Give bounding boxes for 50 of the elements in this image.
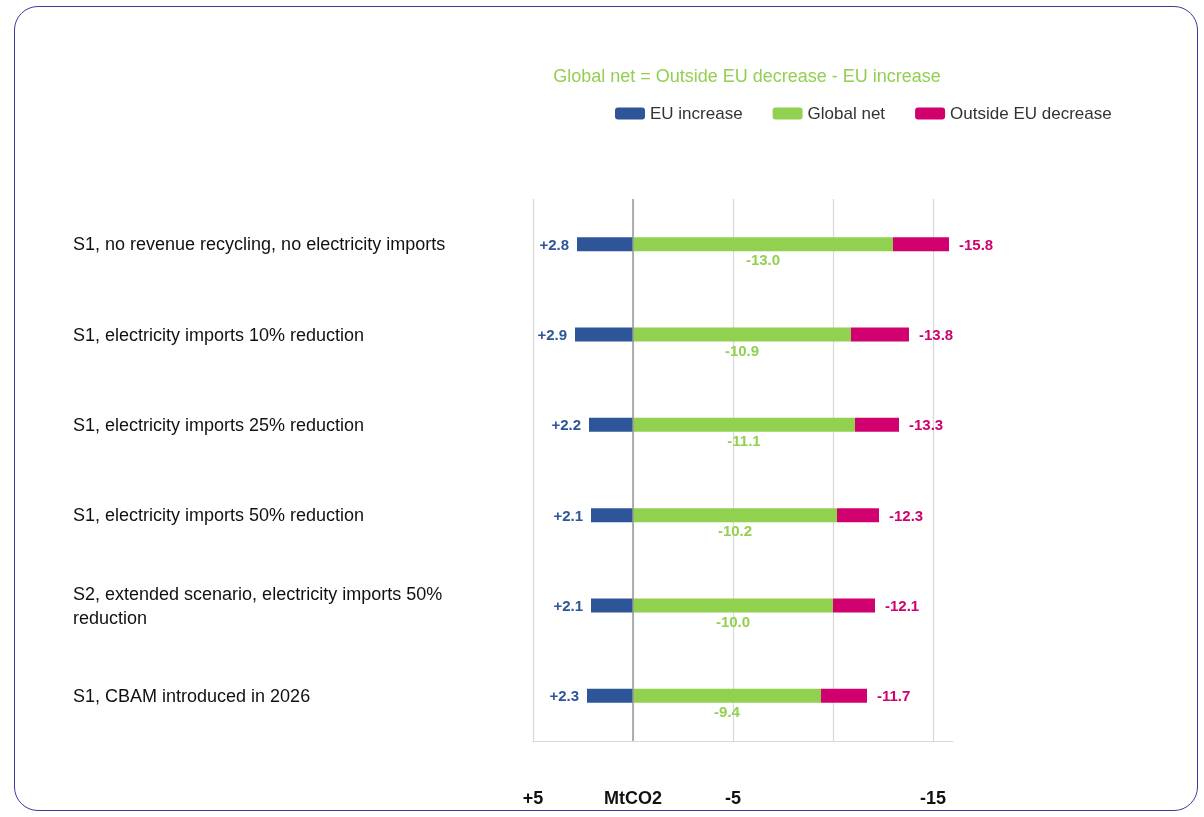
bar	[833, 598, 875, 613]
data-label: +2.2	[551, 416, 581, 434]
bar	[633, 508, 837, 523]
annotation: -13.3	[909, 416, 944, 434]
bar	[591, 598, 633, 613]
x-tick-label: MtCO2	[604, 788, 662, 808]
data-label: -10.0	[715, 612, 751, 630]
data-label: +2.1	[553, 506, 583, 524]
y-tick-label: S1, CBAM introduced in 2026	[73, 685, 311, 706]
data-label: -10.2	[717, 522, 753, 540]
annotation: -12.1	[885, 597, 920, 614]
legend-label: Outside EU decrease	[950, 104, 1112, 123]
bar	[587, 688, 633, 703]
data-label: +2.8	[539, 235, 569, 253]
annotation: -11.7	[877, 687, 911, 705]
data-label: -13.0	[745, 251, 781, 269]
x-tick-label: -5	[724, 788, 742, 808]
bar	[893, 237, 949, 252]
data-label: -10.9	[724, 341, 760, 359]
bar	[821, 688, 867, 703]
x-tick-label: -15	[919, 788, 947, 808]
data-label: +2.1	[553, 597, 583, 614]
data-label: +2.9	[537, 326, 567, 343]
bar	[633, 327, 851, 342]
annotation: -15.8	[959, 235, 994, 253]
bar	[633, 688, 821, 703]
bar	[633, 598, 833, 613]
y-tick-label: S1, electricity imports 50% reduction	[73, 505, 365, 526]
annotation: -12.3	[889, 506, 924, 524]
y-tick-label: S1, electricity imports 10% reduction	[73, 324, 365, 345]
data-label: -9.4	[714, 702, 741, 720]
annotation: -13.8	[919, 326, 954, 343]
bar	[591, 508, 633, 523]
x-tick-label: +5	[522, 788, 544, 808]
y-tick-label: S2, extended scenario, electricity imports 50% reduction	[73, 583, 448, 628]
bar	[633, 237, 893, 252]
legend-label: Global net	[807, 104, 886, 123]
y-tick-label: S1, electricity imports 25% reduction	[73, 414, 365, 435]
y-tick-label: S1, no revenue recycling, no electricity imports	[73, 234, 446, 255]
bar	[855, 417, 899, 432]
legend-label: EU increase	[650, 104, 743, 123]
bar	[589, 417, 633, 432]
bar	[577, 237, 633, 252]
chart-subtitle: Global net = Outside EU decrease - EU increase	[553, 66, 941, 86]
bar	[633, 417, 855, 432]
data-label: -11.1	[727, 431, 761, 449]
data-label: +2.3	[549, 687, 579, 705]
bar	[837, 508, 879, 523]
bar	[575, 327, 633, 342]
bar	[851, 327, 909, 342]
